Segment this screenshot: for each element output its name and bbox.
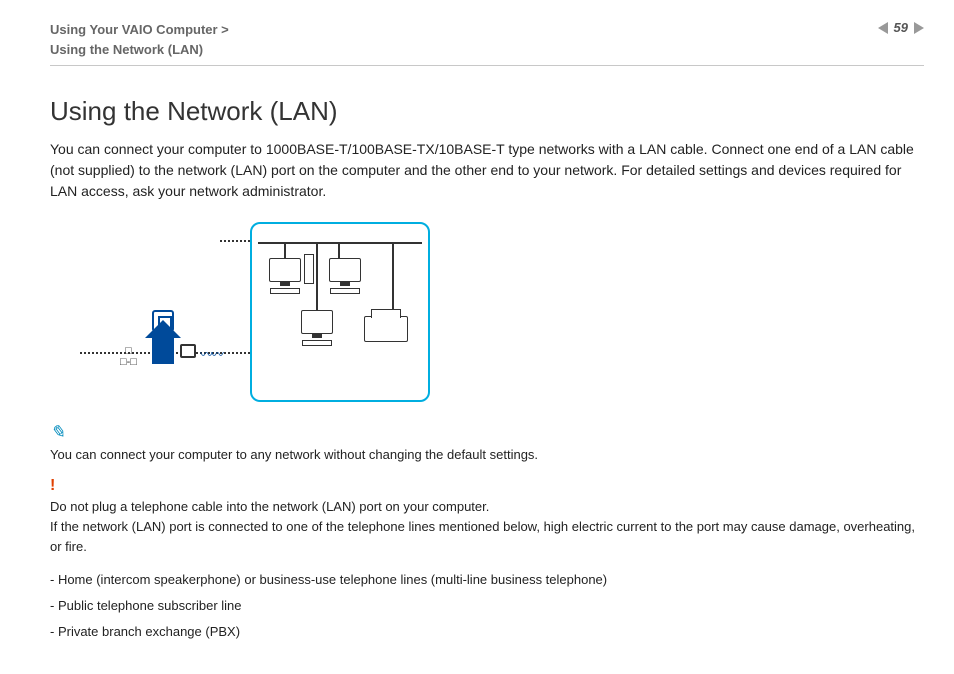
list-item: - Public telephone subscriber line [50,596,924,616]
note-pen-icon: ✎ [50,422,65,443]
network-diagram: □□-□ 〰〰 [80,222,450,402]
breadcrumb: Using Your VAIO Computer > Using the Net… [50,20,229,59]
drop-line [284,242,286,258]
printer-icon [364,316,408,342]
note-block: ✎ You can connect your computer to any n… [50,422,924,465]
bus-line [258,242,422,244]
breadcrumb-line1[interactable]: Using Your VAIO Computer > [50,20,229,40]
page-header: Using Your VAIO Computer > Using the Net… [50,20,924,66]
prev-page-icon[interactable] [878,22,888,34]
warning-exclamation-icon: ! [50,477,55,495]
note-text: You can connect your computer to any net… [50,445,924,465]
network-glyph-icon: □□-□ [120,346,137,368]
network-box [250,222,430,402]
page-title: Using the Network (LAN) [50,96,924,127]
cable-wave-icon: 〰〰 [200,344,222,363]
arrow-up-icon [152,334,174,364]
computer-icon [262,258,308,294]
list-item: - Home (intercom speakerphone) or busine… [50,570,924,590]
drop-line [392,242,394,310]
computer-icon [294,310,340,346]
intro-paragraph: You can connect your computer to 1000BAS… [50,139,924,202]
drop-line [338,242,340,258]
drop-line [316,242,318,310]
warning-block: ! Do not plug a telephone cable into the… [50,477,924,557]
warning-list: - Home (intercom speakerphone) or busine… [50,570,924,642]
plug-icon [180,344,196,358]
computer-icon [322,258,368,294]
cable-dotted-line-2 [220,240,250,242]
pager: 59 [878,20,924,35]
next-page-icon[interactable] [914,22,924,34]
page-number: 59 [894,20,908,35]
list-item: - Private branch exchange (PBX) [50,622,924,642]
warning-line2: If the network (LAN) port is connected t… [50,517,924,557]
warning-line1: Do not plug a telephone cable into the n… [50,497,924,517]
tower-icon [304,254,314,284]
breadcrumb-line2[interactable]: Using the Network (LAN) [50,40,229,60]
